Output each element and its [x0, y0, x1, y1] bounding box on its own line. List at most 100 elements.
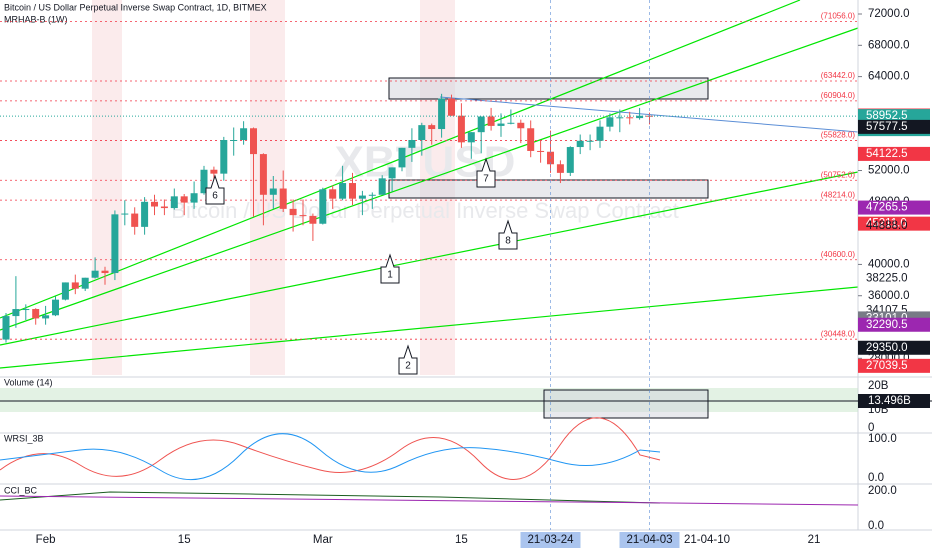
candle-body: [309, 215, 317, 224]
date-highlight: [520, 532, 581, 548]
level-label: (50752.0): [821, 170, 856, 179]
x-tick-label: 21-04-03: [626, 534, 672, 546]
x-tick-label: Feb: [36, 534, 56, 546]
candle-body: [91, 270, 99, 278]
volume-badge-label: 13.496B: [868, 395, 911, 407]
callout-label: 6: [212, 191, 218, 202]
level-label: (63442.0): [821, 71, 856, 80]
candle-body: [121, 213, 129, 215]
candle-body: [477, 116, 485, 133]
candle-body: [586, 140, 594, 142]
candle-body: [537, 150, 545, 152]
candle-body: [388, 167, 396, 179]
candle-body: [259, 154, 267, 195]
level-label: (30448.0): [821, 329, 856, 338]
price-badge: [858, 340, 930, 355]
y-tick-label: 36000.0: [868, 290, 910, 302]
y-tick-label: 52000.0: [868, 165, 910, 177]
candle-body: [507, 122, 515, 124]
candle-body: [160, 206, 168, 209]
level-label: (71056.0): [821, 12, 856, 21]
price-badge-label: 44888.0: [866, 220, 908, 232]
x-tick-label: Mar: [313, 534, 333, 546]
candle-body: [457, 115, 465, 143]
level-label: (60904.0): [821, 91, 856, 100]
x-tick-label: 21: [808, 534, 821, 546]
candle-body: [190, 193, 198, 203]
callout: [476, 157, 496, 188]
candle-body: [497, 123, 505, 126]
candle-body: [527, 128, 535, 151]
trend-line: [0, 27, 859, 331]
callout: [498, 219, 518, 250]
candle-body: [279, 188, 287, 209]
candle-body: [200, 169, 208, 194]
cci-line: [0, 495, 859, 506]
candle-body: [42, 315, 50, 319]
volume-band: [0, 388, 858, 412]
chart-title: Bitcoin / US Dollar Perpetual Inverse Sw…: [4, 2, 267, 12]
candle-body: [438, 98, 446, 130]
candle-body: [240, 128, 248, 140]
candle-body: [566, 147, 574, 173]
candle-body: [61, 282, 69, 300]
candle-body: [606, 117, 614, 127]
price-badge-label: 58952.5: [866, 110, 908, 122]
candle-body: [180, 196, 188, 203]
callout-label: 7: [483, 174, 489, 185]
candle-body: [636, 115, 644, 119]
axis-label: 0: [868, 422, 874, 434]
candle-body: [556, 164, 564, 173]
oscillator-line: [0, 417, 661, 480]
candle-body: [269, 188, 277, 195]
price-badge-label: 54122.5: [866, 148, 908, 160]
candle-body: [170, 196, 178, 209]
candle-body: [81, 277, 89, 289]
oscillator-line: [0, 433, 661, 481]
candle-body: [467, 132, 475, 143]
price-badge-label: 27039.5: [866, 360, 908, 372]
candle-body: [22, 309, 30, 311]
candle-body: [517, 122, 525, 129]
price-badge: [858, 317, 930, 332]
highlight-zone: [250, 0, 285, 375]
candle-body: [230, 139, 238, 141]
candle-body: [319, 189, 327, 224]
trend-line: [0, 171, 859, 346]
candle-body: [12, 309, 20, 317]
price-badge: [858, 109, 930, 124]
candle-body: [210, 169, 218, 174]
callout-label: 2: [405, 361, 411, 372]
candle-body: [576, 140, 584, 148]
candle-body: [32, 309, 40, 319]
y-tick-label: 64000.0: [868, 71, 910, 83]
price-badge: [858, 216, 930, 231]
callout: [398, 344, 418, 375]
candle-body: [250, 128, 257, 155]
y-tick-label: 68000.0: [868, 39, 910, 51]
volume-badge: [858, 394, 930, 408]
candle-body: [289, 208, 297, 216]
candle-body: [626, 117, 634, 119]
panel-title: CCI_BC: [4, 485, 38, 495]
callout: [205, 174, 225, 205]
date-highlight: [619, 532, 680, 548]
candle-body: [2, 316, 10, 340]
candle-body: [428, 125, 436, 130]
price-badge-label: 38225.0: [866, 272, 908, 284]
candle-body: [141, 201, 149, 227]
range-box: [388, 179, 709, 199]
axis-label: 0.0: [868, 520, 884, 532]
watermark: Bitcoin / US Dollar Perpetual Inverse Sw…: [171, 198, 678, 223]
candle-body: [418, 125, 426, 140]
candle-body: [487, 116, 495, 126]
axis-label: 200.0: [868, 485, 897, 497]
range-box: [543, 389, 709, 419]
candle-body: [52, 299, 59, 316]
level-label: (48214.0): [821, 190, 856, 199]
callout: [380, 253, 400, 284]
range-box: [388, 77, 709, 100]
x-tick-label: 15: [178, 534, 191, 546]
